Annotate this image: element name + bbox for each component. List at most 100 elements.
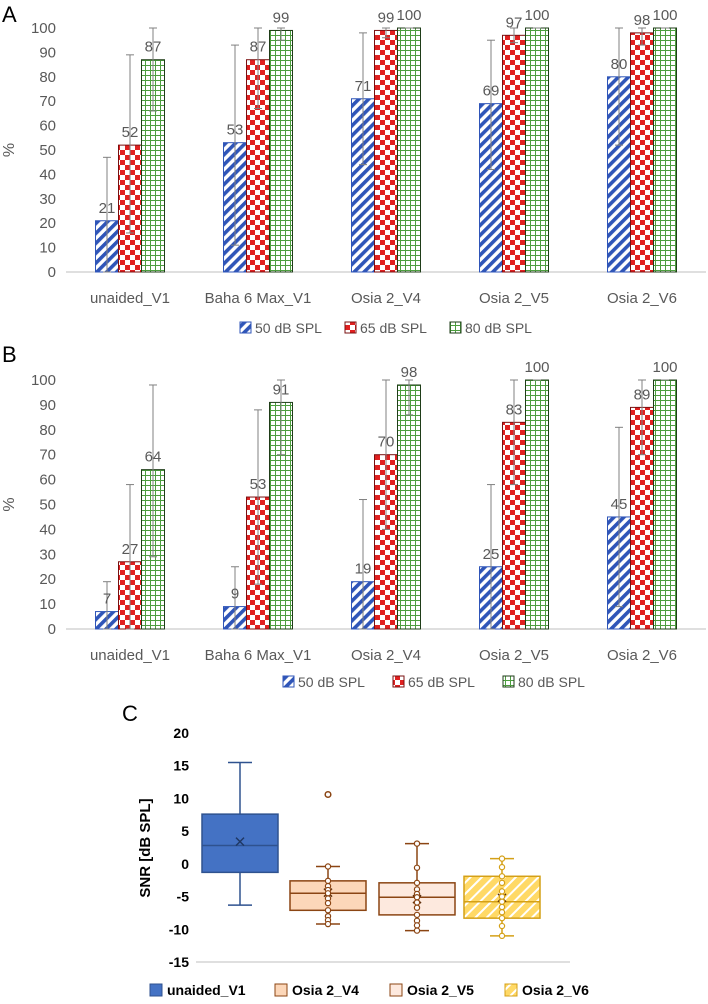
panel-a: A% 0 10 20 30 40 50 60 70 80 90 100 unaided_V1 21 52 87… xyxy=(1,2,706,336)
data-label: 53 xyxy=(250,476,267,493)
y-axis-label: % xyxy=(1,497,18,511)
data-label: 52 xyxy=(122,124,139,141)
y-tick-label: 70 xyxy=(39,93,56,110)
data-label: 80 xyxy=(611,56,628,73)
data-point xyxy=(324,863,332,870)
y-tick-label: 0 xyxy=(181,856,189,872)
legend-swatch xyxy=(274,983,288,997)
data-label: 71 xyxy=(355,78,372,95)
data-label: 91 xyxy=(273,381,290,398)
data-label: 7 xyxy=(103,591,111,608)
data-label: 25 xyxy=(483,546,500,563)
data-point xyxy=(413,864,421,871)
y-tick-label: 50 xyxy=(39,142,56,159)
y-tick-label: 60 xyxy=(39,472,56,489)
data-point xyxy=(413,840,421,847)
legend-label: 50 dB SPL xyxy=(255,320,322,336)
data-label: 100 xyxy=(652,359,677,376)
data-label: 89 xyxy=(634,386,651,403)
category-label: Baha 6 Max_V1 xyxy=(205,290,312,307)
y-tick-label: 5 xyxy=(181,823,189,839)
data-label: 19 xyxy=(355,561,372,578)
bar xyxy=(502,34,526,273)
bar xyxy=(653,27,677,273)
category-label: unaided_V1 xyxy=(90,647,170,664)
y-tick-label: -15 xyxy=(169,954,189,970)
data-point xyxy=(498,873,506,880)
data-label: 99 xyxy=(273,9,290,26)
data-label: 27 xyxy=(122,541,139,558)
y-tick-label: 0 xyxy=(48,264,56,281)
bar xyxy=(653,379,677,630)
y-tick-label: 100 xyxy=(31,20,56,37)
legend-swatch xyxy=(282,675,295,688)
data-point xyxy=(324,899,332,907)
bar xyxy=(269,29,293,273)
data-label: 100 xyxy=(524,359,549,376)
data-label: 69 xyxy=(483,83,500,100)
bar xyxy=(525,379,549,630)
y-tick-label: 60 xyxy=(39,118,56,135)
mean-marker xyxy=(235,837,245,847)
data-label: 99 xyxy=(378,9,395,26)
y-tick-label: 100 xyxy=(31,372,56,389)
bar xyxy=(397,27,421,273)
legend-label: 80 dB SPL xyxy=(465,320,532,336)
y-tick-label: 50 xyxy=(39,497,56,514)
legend-label: Osia 2_V4 xyxy=(292,982,359,998)
data-point xyxy=(498,932,506,940)
data-label: 64 xyxy=(145,449,162,466)
legend-swatch xyxy=(449,321,462,334)
y-tick-label: 0 xyxy=(48,621,56,638)
category-label: Baha 6 Max_V1 xyxy=(205,647,312,664)
y-tick-label: 10 xyxy=(39,240,56,257)
data-point xyxy=(498,914,506,922)
y-tick-label: 40 xyxy=(39,166,56,183)
y-tick-label: 20 xyxy=(39,571,56,588)
legend-swatch xyxy=(239,321,252,334)
category-label: unaided_V1 xyxy=(90,290,170,307)
bar xyxy=(374,29,398,273)
bar xyxy=(630,32,654,273)
category-label: Osia 2_V4 xyxy=(351,290,421,307)
panel-label: B xyxy=(2,342,17,367)
y-tick-label: 80 xyxy=(39,69,56,86)
data-point xyxy=(498,863,506,871)
y-tick-label: 20 xyxy=(173,725,189,741)
panel-label: A xyxy=(2,2,17,27)
data-point xyxy=(413,879,421,887)
y-tick-label: 30 xyxy=(39,546,56,563)
data-point xyxy=(498,898,506,906)
data-label: 53 xyxy=(227,122,244,139)
legend-label: 65 dB SPL xyxy=(408,674,475,690)
legend-swatch xyxy=(504,983,518,997)
data-label: 98 xyxy=(634,12,651,29)
legend-label: 80 dB SPL xyxy=(518,674,585,690)
category-label: Osia 2_V5 xyxy=(479,647,549,664)
category-label: Osia 2_V5 xyxy=(479,290,549,307)
y-tick-label: 15 xyxy=(173,758,189,774)
y-tick-label: 30 xyxy=(39,191,56,208)
y-tick-label: 90 xyxy=(39,397,56,414)
y-tick-label: 20 xyxy=(39,215,56,232)
y-tick-label: 10 xyxy=(39,596,56,613)
category-label: Osia 2_V6 xyxy=(607,290,677,307)
data-point xyxy=(413,927,421,934)
box xyxy=(201,813,279,874)
panel-label: C xyxy=(122,701,138,726)
legend-swatch xyxy=(502,675,515,688)
data-point xyxy=(498,888,506,895)
legend-swatch xyxy=(344,321,357,334)
data-label: 87 xyxy=(145,39,162,56)
data-point xyxy=(498,909,506,916)
legend-label: 65 dB SPL xyxy=(360,320,427,336)
legend-swatch xyxy=(149,983,163,997)
data-point xyxy=(413,911,421,919)
data-point xyxy=(413,904,421,911)
y-tick-label: 40 xyxy=(39,521,56,538)
legend-label: Osia 2_V6 xyxy=(522,982,589,998)
data-point xyxy=(498,855,506,862)
data-point xyxy=(413,899,421,906)
category-label: Osia 2_V4 xyxy=(351,647,421,664)
